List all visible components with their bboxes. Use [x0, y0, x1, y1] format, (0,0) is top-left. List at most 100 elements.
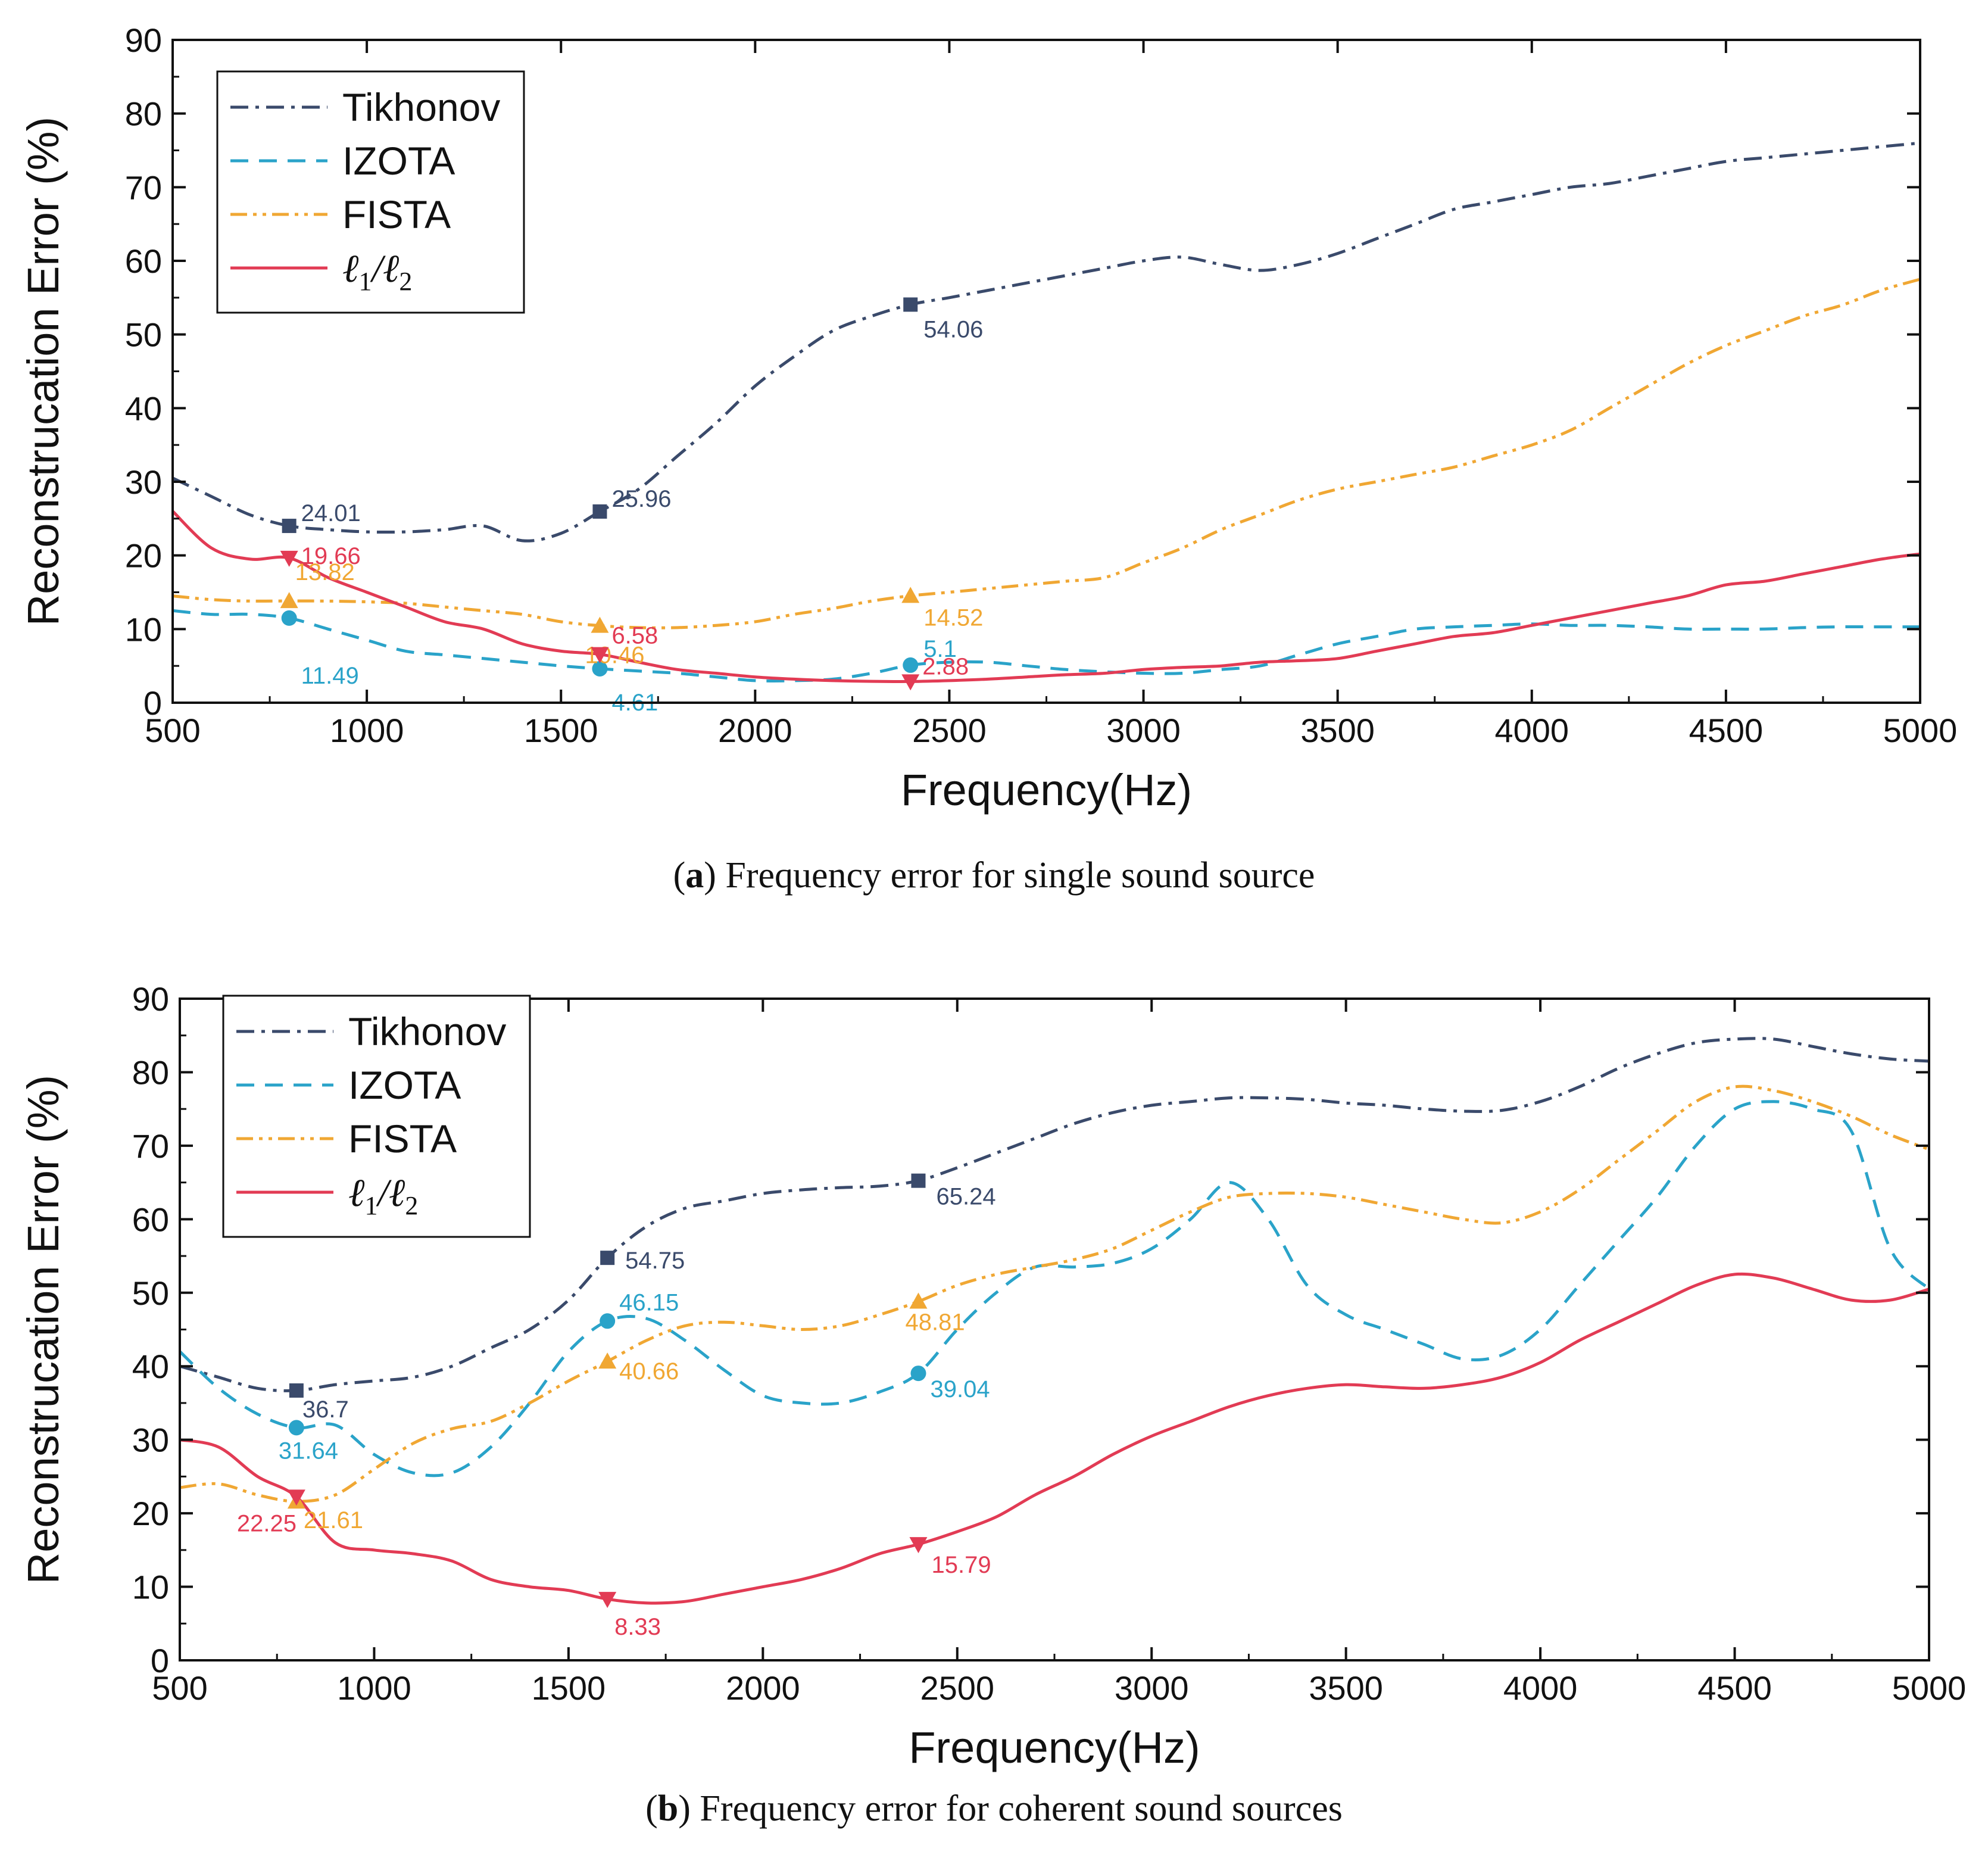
- chart-a-x-axis-title: Frequency(Hz): [901, 765, 1192, 815]
- chart-a-marker-0-0: [282, 519, 297, 534]
- chart-b-series-line-0: [180, 1037, 1929, 1392]
- chart-a-marker-3-2: [901, 674, 920, 691]
- chart-a-x-tick-label-2: 1500: [524, 712, 598, 749]
- chart-b-marker-3-1: [598, 1592, 617, 1608]
- chart-a-series-line-1: [173, 609, 1920, 682]
- chart-a-x-tick-label-3: 2000: [718, 712, 792, 749]
- chart-b-legend-box: [222, 995, 531, 1238]
- chart-b-x-axis-title: Frequency(Hz): [909, 1723, 1200, 1772]
- chart-b-data-label-3-0: 22.25: [237, 1510, 297, 1536]
- chart-b-marker-2-2: [909, 1292, 928, 1309]
- chart-b-y-axis-title: Reconstrucation Error (%): [18, 1075, 68, 1584]
- chart-a-marker-1-0: [281, 610, 297, 626]
- chart-b-x-tick-label-5: 3000: [1115, 1669, 1189, 1707]
- chart-b-x-tick-label-4: 2500: [920, 1669, 994, 1707]
- chart-a-marker-3-1: [591, 647, 609, 663]
- chart-b-marker-3-2: [909, 1537, 928, 1554]
- chart-panel-b: 36.7 54.75 65.24 31.64 46.15 39.04 21.61 40.66 4…: [0, 930, 1988, 1861]
- chart-a-data-label-2-2: 14.52: [923, 604, 983, 631]
- chart-b-y-tick-label-8: 80: [132, 1053, 169, 1091]
- chart-b-y-tick-label-0: 0: [151, 1642, 169, 1679]
- chart-a-data-label-3-2: 2.88: [922, 653, 969, 679]
- chart-b-data-label-2-2: 48.81: [905, 1309, 965, 1335]
- chart-a-svg: 24.0125.9654.0611.494.615.113.8210.4614.…: [18, 21, 1958, 815]
- chart-a-data-label-0-1: 25.96: [611, 486, 671, 512]
- chart-b-data-label-1-2: 39.04: [930, 1376, 990, 1402]
- chart-b-y-tick-label-4: 40: [132, 1348, 169, 1385]
- chart-a-y-tick-label-0: 0: [143, 684, 162, 722]
- chart-a-marker-0-2: [903, 297, 918, 312]
- chart-a-legend-label-3: ℓ1/ℓ2: [342, 247, 412, 296]
- chart-a-legend-label-1: IZOTA: [342, 139, 455, 183]
- chart-a-y-tick-label-6: 60: [125, 242, 162, 280]
- chart-b-x-tick-label-6: 3500: [1309, 1669, 1383, 1707]
- chart-a-marker-2-2: [901, 587, 920, 603]
- chart-a-y-tick-label-9: 90: [125, 21, 162, 59]
- chart-b-x-tick-label-0: 500: [152, 1669, 207, 1707]
- chart-a-x-tick-label-4: 2500: [912, 712, 987, 749]
- chart-a-x-tick-label-7: 4000: [1494, 712, 1569, 749]
- chart-b-caption-label: b: [657, 1788, 679, 1829]
- chart-a-marker-2-0: [280, 592, 298, 609]
- chart-a-y-tick-label-2: 20: [125, 537, 162, 575]
- chart-b-data-label-1-1: 46.15: [619, 1289, 679, 1316]
- chart-b-series-line-2: [180, 1084, 1929, 1503]
- chart-a-series-line-2: [173, 278, 1920, 629]
- chart-b-marker-0-0: [289, 1383, 304, 1398]
- chart-a-marker-2-1: [591, 616, 609, 633]
- chart-a-marker-1-2: [903, 657, 919, 673]
- chart-a-caption-text: Frequency error for single sound source: [725, 855, 1315, 896]
- chart-a-x-tick-label-5: 3000: [1106, 712, 1181, 749]
- chart-panel-a: 24.01 25.96 54.06 11.49 4.61 5.1 13.82 10.46 14.…: [0, 0, 1988, 930]
- chart-a-y-tick-label-3: 30: [125, 463, 162, 501]
- chart-b-legend-label-0: Tikhonov: [348, 1009, 506, 1053]
- chart-a-x-tick-label-9: 5000: [1883, 712, 1958, 749]
- chart-a-data-label-2-0: 13.82: [295, 559, 355, 585]
- chart-b-x-tick-label-9: 5000: [1892, 1669, 1967, 1707]
- chart-a-marker-3-0: [280, 550, 298, 567]
- chart-a-x-tick-label-8: 4500: [1689, 712, 1764, 749]
- chart-b-y-tick-label-3: 30: [132, 1422, 169, 1459]
- chart-a-y-tick-label-4: 40: [125, 389, 162, 427]
- chart-a-y-tick-label-8: 80: [125, 95, 162, 133]
- chart-a-y-tick-label-5: 50: [125, 316, 162, 354]
- chart-a-series-line-3: [173, 510, 1920, 683]
- chart-b-y-tick-label-5: 50: [132, 1274, 169, 1312]
- chart-b-caption-text: Frequency error for coherent sound sourc…: [700, 1788, 1343, 1829]
- chart-b-legend-label-1: IZOTA: [348, 1063, 461, 1107]
- chart-b-data-label-3-2: 15.79: [931, 1552, 991, 1578]
- chart-b-data-label-3-1: 8.33: [614, 1614, 661, 1640]
- chart-b-x-tick-label-2: 1500: [532, 1669, 606, 1707]
- chart-b-marker-0-2: [911, 1173, 926, 1188]
- chart-a-x-tick-label-1: 1000: [330, 712, 404, 749]
- chart-a-data-label-2-1: 10.46: [585, 643, 644, 669]
- chart-a-data-label-3-0: 19.66: [301, 543, 361, 569]
- chart-a-data-label-1-2: 5.1: [923, 636, 957, 662]
- chart-b-x-tick-label-8: 4500: [1697, 1669, 1772, 1707]
- chart-a-x-tick-label-6: 3500: [1300, 712, 1375, 749]
- chart-b-x-tick-label-7: 4000: [1503, 1669, 1578, 1707]
- chart-b-series-line-1: [180, 1100, 1929, 1477]
- chart-b-marker-1-2: [910, 1366, 926, 1382]
- chart-a-data-label-1-0: 11.49: [301, 663, 359, 689]
- chart-b-data-label-0-2: 65.24: [936, 1184, 995, 1210]
- chart-a-caption: (a) Frequency error for single sound sou…: [673, 855, 1315, 896]
- chart-b-y-tick-label-9: 90: [132, 980, 169, 1018]
- chart-b-marker-3-0: [287, 1489, 305, 1506]
- chart-b-marker-2-1: [598, 1352, 617, 1369]
- chart-b-data-label-1-0: 31.64: [279, 1438, 338, 1464]
- chart-a-caption-label: a: [685, 855, 704, 896]
- chart-a-marker-1-1: [592, 660, 608, 677]
- chart-b-y-tick-label-2: 20: [132, 1495, 169, 1532]
- chart-a-x-tick-label-0: 500: [145, 712, 200, 749]
- chart-b-svg: 36.7 54.75 65.24 31.64 46.15 39.04 21.61 40.66 4…: [18, 980, 1967, 1772]
- chart-b-legend-label-2: FISTA: [348, 1117, 457, 1161]
- chart-b-series-line-3: [180, 1272, 1929, 1605]
- chart-a-legend-label-2: FISTA: [342, 192, 451, 236]
- chart-b-x-tick-label-3: 2000: [726, 1669, 800, 1707]
- chart-b-marker-1-1: [600, 1313, 616, 1329]
- chart-a-data-label-3-1: 6.58: [611, 623, 658, 649]
- chart-b-y-tick-label-6: 60: [132, 1201, 169, 1238]
- chart-b-marker-1-0: [288, 1420, 304, 1436]
- chart-b-legend-label-3: ℓ1/ℓ2: [348, 1171, 418, 1220]
